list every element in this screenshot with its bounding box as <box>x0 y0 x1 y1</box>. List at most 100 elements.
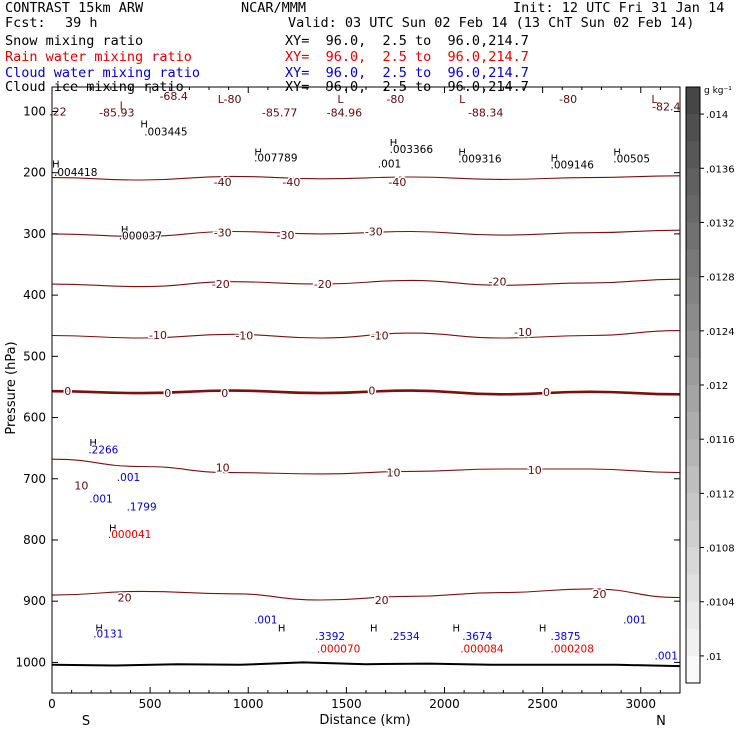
x-axis-label: Distance (km) <box>319 713 410 728</box>
high-marker: H <box>551 153 559 164</box>
contour-label: -30 <box>365 226 383 239</box>
contour-label: -10 <box>371 330 389 343</box>
maximum-value-label: .001 <box>89 493 112 505</box>
maximum-value-label: .003445 <box>144 127 187 139</box>
colorbar-tick-label: .0136 <box>706 164 735 175</box>
y-tick-label: 500 <box>23 349 46 363</box>
contour-label: -20 <box>489 276 507 289</box>
y-tick-label: 800 <box>23 533 46 547</box>
y-tick-label: 100 <box>23 105 46 119</box>
colorbar-band <box>686 655 700 684</box>
y-tick-label: 400 <box>23 288 46 302</box>
colorbar-band <box>686 601 700 630</box>
high-marker: H <box>109 524 117 535</box>
high-marker: H <box>89 438 97 449</box>
colorbar-band <box>686 466 700 494</box>
contour-label: 0 <box>164 387 171 400</box>
maximum-value-label: .3392 <box>315 631 345 643</box>
y-tick-label: 700 <box>23 472 46 486</box>
maximum-value-label: .001 <box>254 615 277 627</box>
high-marker: H <box>140 120 148 131</box>
colorbar: g kg⁻¹ .014 .0136 .0132 .0128 .0124 .012 .0116… <box>685 86 735 684</box>
high-marker: H <box>254 147 262 158</box>
colorbar-band <box>686 141 700 169</box>
field-cloud-water-xy: XY= 96.0, 2.5 to 96.0,214.7 <box>285 65 529 81</box>
model-title: CONTRAST 15km ARW <box>5 0 144 16</box>
contour-label: 0 <box>543 386 550 399</box>
field-snow-xy: XY= 96.0, 2.5 to 96.0,214.7 <box>285 33 529 49</box>
x-tick-label: 2000 <box>429 697 460 711</box>
colorbar-tick-label: .012 <box>706 381 728 392</box>
colorbar-tick-label: .0124 <box>706 327 735 338</box>
contour-label: -40 <box>214 176 232 189</box>
high-marker: H <box>539 624 547 635</box>
low-marker: L <box>459 93 466 106</box>
isotherm-0 <box>51 389 681 396</box>
contour-label: 0 <box>221 387 228 400</box>
low-marker: L <box>337 93 344 106</box>
contour-label: 10 <box>74 480 88 493</box>
y-axis-label: Pressure (hPa) <box>4 341 19 434</box>
maximum-value-label: .001 <box>655 651 678 663</box>
y-tick-label: 600 <box>23 411 46 425</box>
maximum-value-label: .3674 <box>462 631 492 643</box>
axes: Distance (km) Pressure (hPa) S N 0 500 100… <box>4 87 680 729</box>
contour-label: 0 <box>368 385 375 398</box>
contour-label: -88.34 <box>468 107 503 120</box>
contour-label: -30 <box>277 229 295 242</box>
contour-label: -10 <box>514 326 532 339</box>
isotherm--30 <box>51 229 681 237</box>
colorbar-band <box>686 330 700 359</box>
x-tick-label: 1500 <box>331 697 362 711</box>
field-snow-name: Snow mixing ratio <box>5 33 144 49</box>
colorbar-band <box>686 276 700 305</box>
maximum-value-label: .000070 <box>317 643 360 655</box>
colorbar-tick-label: .0132 <box>706 219 735 230</box>
colorbar-band <box>686 412 700 440</box>
north-end-label: N <box>656 714 666 729</box>
isotherm-20 <box>51 588 681 601</box>
maximum-value-label: .1799 <box>127 501 157 513</box>
colorbar-band <box>686 114 700 142</box>
colorbar-band <box>686 628 700 657</box>
contour-label: -30 <box>214 227 232 240</box>
isotherm--10 <box>51 330 681 339</box>
contour-label: -10 <box>149 329 167 342</box>
contour-label: -85.93 <box>99 107 134 120</box>
colorbar-tick-label: .0128 <box>706 273 735 284</box>
high-marker: H <box>95 624 103 635</box>
y-tick-label: 200 <box>23 166 46 180</box>
forecast-hour: 39 h <box>65 15 98 31</box>
high-marker: H <box>613 147 621 158</box>
colorbar-tick-label: .0108 <box>706 544 735 555</box>
init-time: Init: 12 UTC Fri 31 Jan 14 <box>513 0 725 16</box>
maximum-value-label: .004418 <box>54 167 97 179</box>
maximum-value-label: .001 <box>117 472 140 484</box>
maximum-value-label: .009316 <box>458 154 502 166</box>
colorbar-band <box>686 520 700 549</box>
contour-label: 10 <box>387 467 401 480</box>
isotherm--40 <box>51 175 681 181</box>
colorbar-band <box>686 249 700 278</box>
plot-area: -68.4-85.93 -85.77 -84.96 -88.34 -82.4-80 -80… <box>48 89 682 668</box>
maximum-value-label: .007789 <box>254 152 297 164</box>
contour-label: -10 <box>235 330 253 343</box>
colorbar-unit: g kg⁻¹ <box>704 86 732 96</box>
contour-label: -40 <box>282 176 300 189</box>
contour-label: 20 <box>375 594 389 607</box>
contour-label: 20 <box>118 592 132 605</box>
maximum-value-label: .0131 <box>93 629 123 641</box>
high-marker: H <box>458 147 466 158</box>
low-marker: L <box>218 93 225 106</box>
south-end-label: S <box>82 714 90 729</box>
colorbar-tick-label: .01 <box>706 652 722 663</box>
isotherm--20 <box>51 278 681 288</box>
high-marker: H <box>390 138 398 149</box>
maximum-value-label: .2266 <box>88 444 118 456</box>
maximum-value-label: .00505 <box>613 154 650 166</box>
x-tick-label: 2500 <box>527 697 558 711</box>
isotherm-10 <box>51 458 681 475</box>
contour-label: -80 <box>386 93 404 106</box>
maximum-value-label: .000041 <box>108 529 151 541</box>
